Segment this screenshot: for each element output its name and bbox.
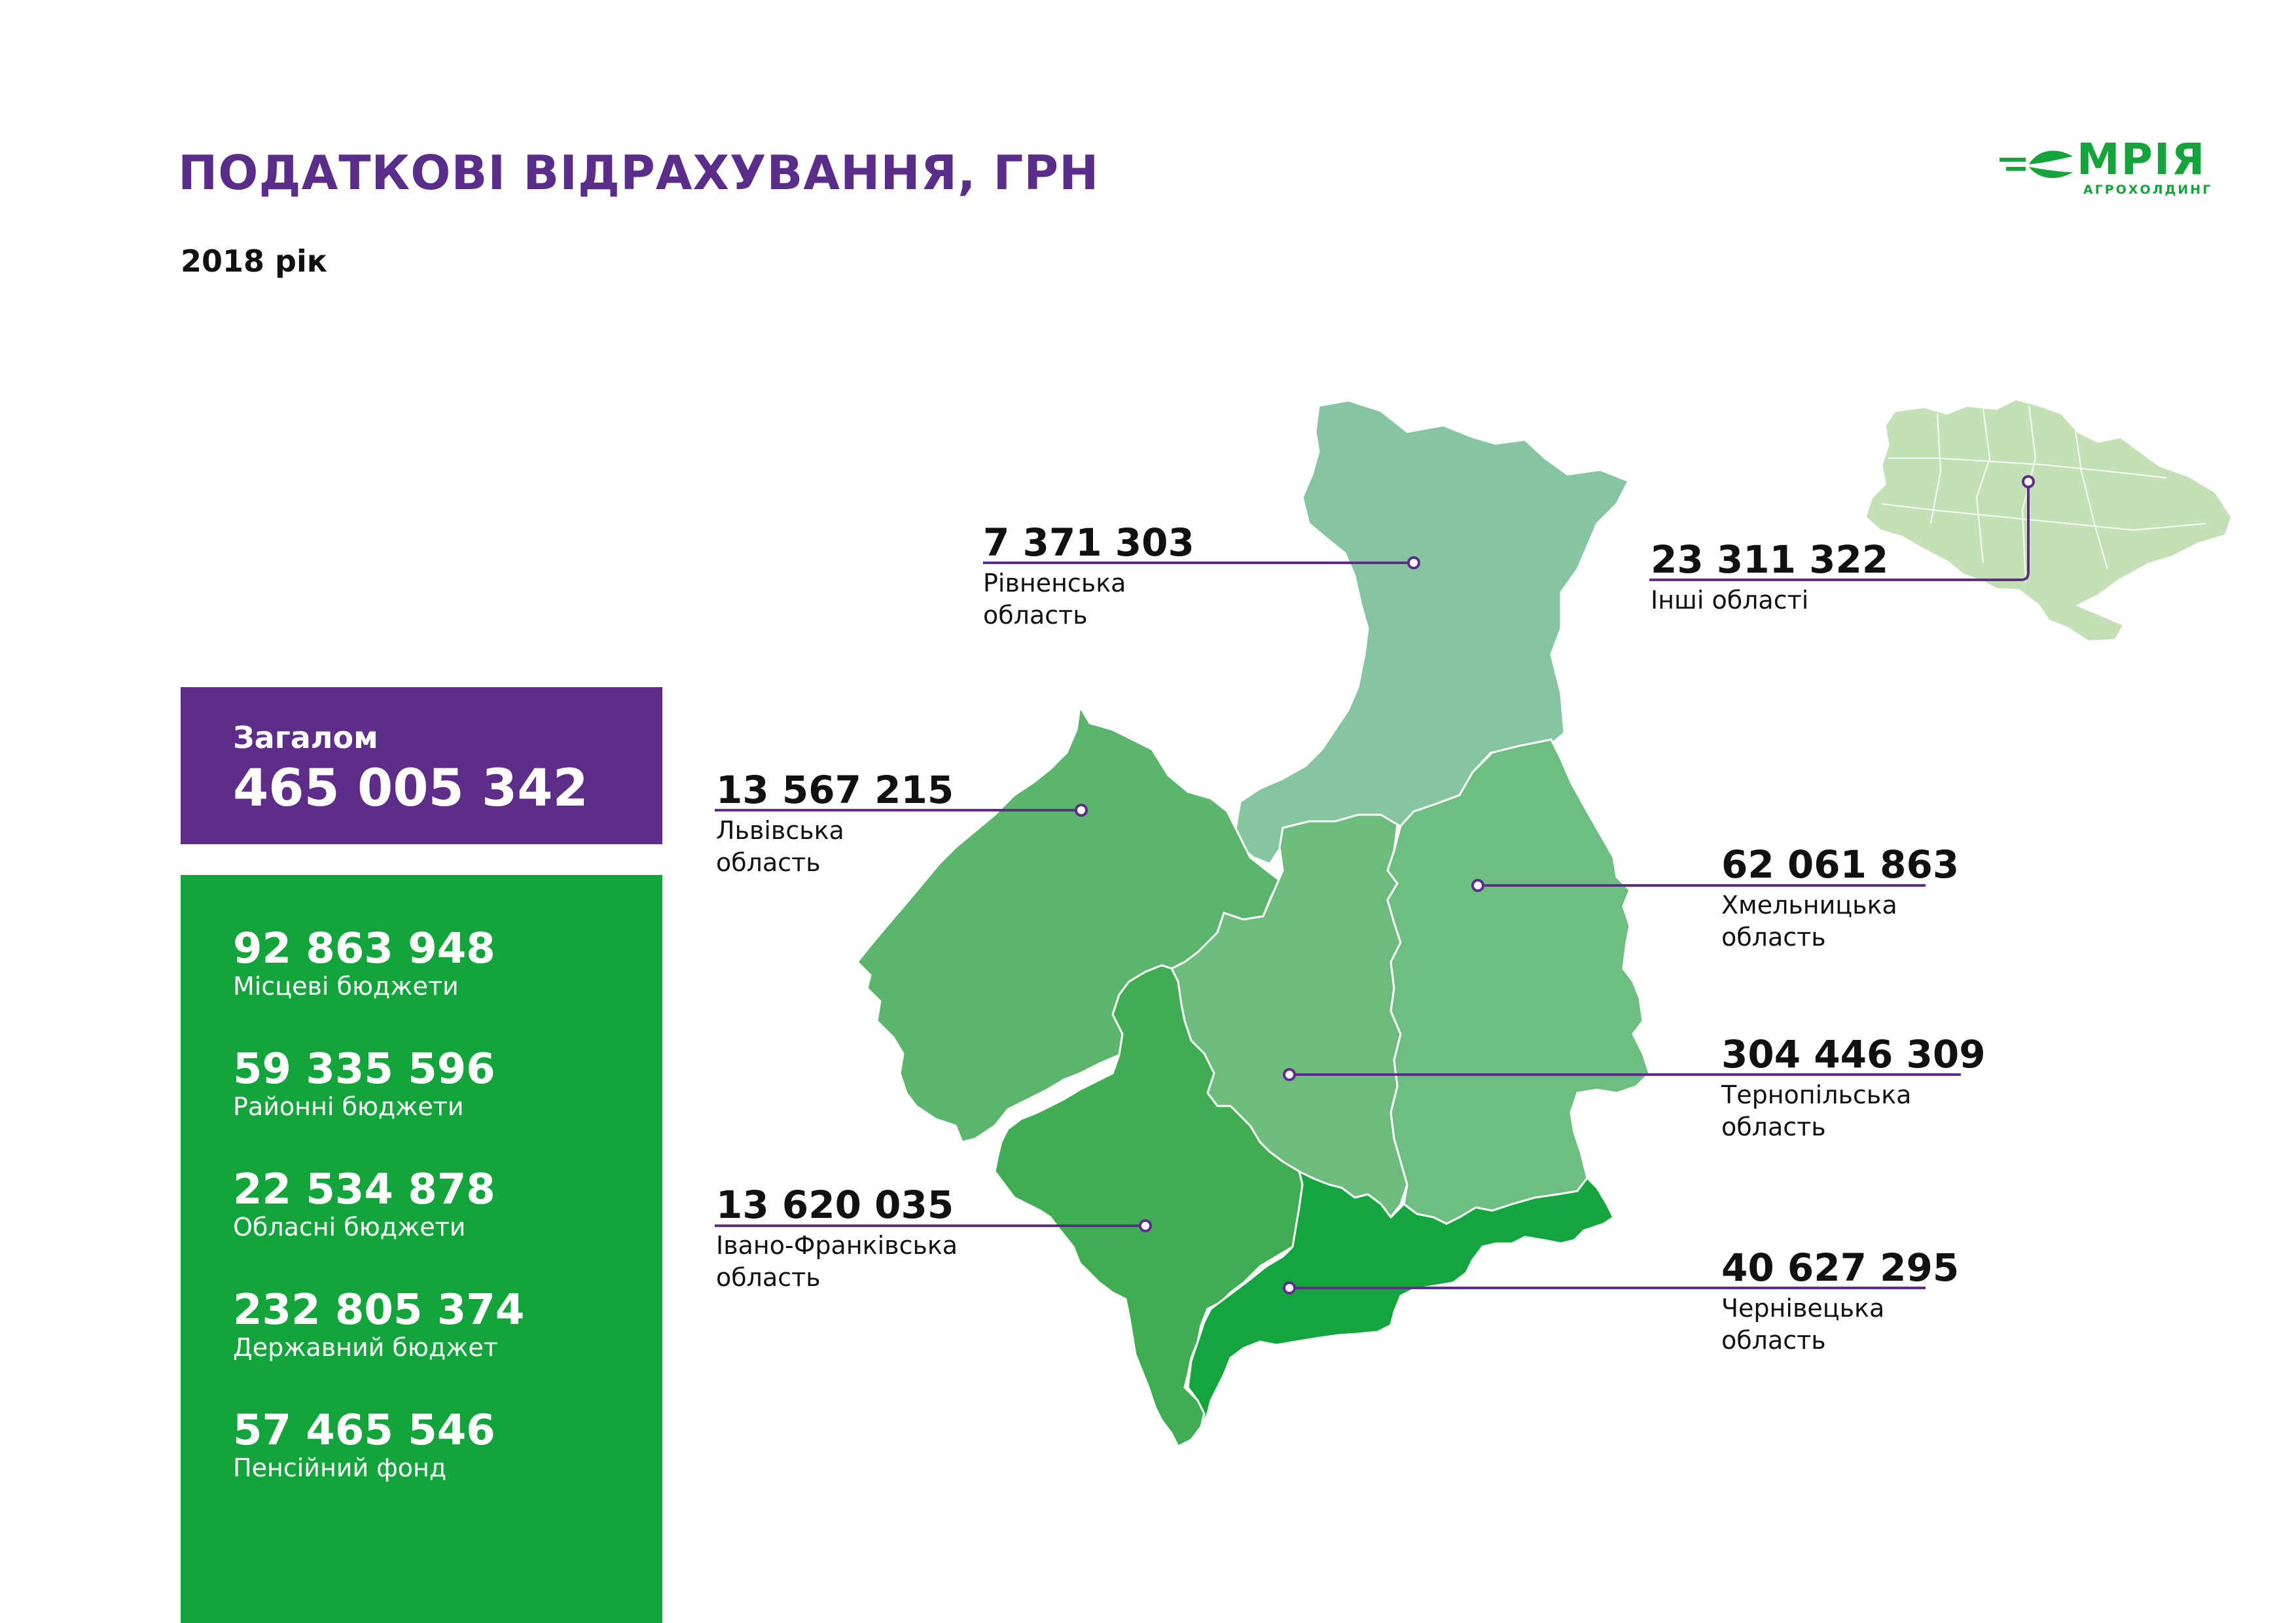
leader-line-other [1649, 484, 2030, 581]
region-khmelnytskyi [1386, 738, 1651, 1225]
wheat-arrow-icon [2000, 151, 2073, 179]
budget-value: 92 863 948 [233, 925, 495, 973]
logo-subtitle: АГРОХОЛДИНГ [2083, 183, 2213, 197]
region-chernivtsi [1187, 1169, 1615, 1427]
budget-label: Районні бюджети [233, 1092, 464, 1122]
region-name: Львівська область [716, 815, 844, 878]
circle-marker-icon [1283, 1281, 1296, 1294]
region-value: 13 567 215 [716, 768, 954, 812]
circle-marker-icon [1139, 1219, 1152, 1232]
region-value: 304 446 309 [1721, 1032, 1986, 1077]
budget-value: 57 465 546 [233, 1406, 495, 1455]
budget-item: 232 805 374 Державний бюджет [233, 1287, 662, 1408]
budget-item: 57 465 546 Пенсійний фонд [233, 1408, 662, 1528]
budget-value: 59 335 596 [233, 1045, 495, 1094]
circle-marker-icon [1075, 804, 1088, 817]
budget-item: 59 335 596 Районні бюджети [233, 1046, 662, 1167]
circle-marker-icon [1283, 1068, 1296, 1081]
region-name: Тернопільська область [1721, 1080, 1912, 1142]
region-value: 23 311 322 [1651, 537, 1889, 582]
region-label-rivne: 7 371 303 Рівненська область [983, 521, 1194, 632]
budget-breakdown: 92 863 948 Місцеві бюджети 59 335 596 Ра… [181, 875, 662, 1623]
budget-item: 92 863 948 Місцеві бюджети [233, 926, 662, 1046]
company-logo: МРІЯ АГРОХОЛДИНГ [2000, 134, 2213, 200]
region-label-ternopil: 304 446 309 Тернопільська область [1721, 1033, 1986, 1143]
budget-value: 232 805 374 [233, 1286, 525, 1334]
region-label-chernivtsi: 40 627 295 Чернівецька область [1721, 1246, 1959, 1357]
region-ivano-frankivsk [994, 964, 1304, 1448]
budget-label: Обласні бюджети [233, 1213, 466, 1242]
region-value: 40 627 295 [1721, 1245, 1960, 1290]
region-label-ivano-frankivsk: 13 620 035 Івано-Франківська область [716, 1183, 991, 1294]
circle-marker-icon [1471, 879, 1484, 892]
ukraine-inset-borders [1881, 405, 2206, 583]
circle-marker-icon [1407, 556, 1420, 569]
budget-value: 22 534 878 [233, 1166, 495, 1214]
region-name: Рівненська область [983, 568, 1126, 630]
budget-label: Державний бюджет [233, 1333, 498, 1363]
region-name: Чернівецька область [1721, 1293, 1885, 1355]
year-label: 2018 рік [181, 243, 327, 279]
region-label-lviv: 13 567 215 Львівська область [716, 768, 954, 879]
total-label: Загалом [233, 720, 378, 755]
budget-label: Пенсійний фонд [233, 1454, 447, 1483]
logo-name: МРІЯ [2077, 134, 2206, 185]
budget-label: Місцеві бюджети [233, 972, 459, 1001]
region-label-other: 23 311 322 Інші області [1651, 538, 1888, 616]
region-lviv [855, 704, 1281, 1143]
circle-marker-icon [2022, 475, 2035, 488]
region-name: Інші області [1651, 585, 1809, 615]
ukraine-inset-map [1864, 398, 2233, 643]
total-box: Загалом 465 005 342 [181, 687, 662, 844]
region-name: Хмельницька область [1721, 890, 1897, 952]
region-value: 13 620 035 [716, 1183, 954, 1227]
total-value: 465 005 342 [233, 759, 588, 818]
region-value: 7 371 303 [983, 520, 1194, 565]
region-value: 62 061 863 [1721, 842, 1960, 887]
region-name: Івано-Франківська область [716, 1230, 958, 1293]
budget-item: 22 534 878 Обласні бюджети [233, 1167, 662, 1287]
page-title: ПОДАТКОВІ ВІДРАХУВАННЯ, ГРН [178, 145, 1100, 200]
leader-lines [715, 484, 2030, 1289]
markers [1075, 475, 2035, 1294]
region-label-khmelnytskyi: 62 061 863 Хмельницька область [1721, 843, 1959, 954]
